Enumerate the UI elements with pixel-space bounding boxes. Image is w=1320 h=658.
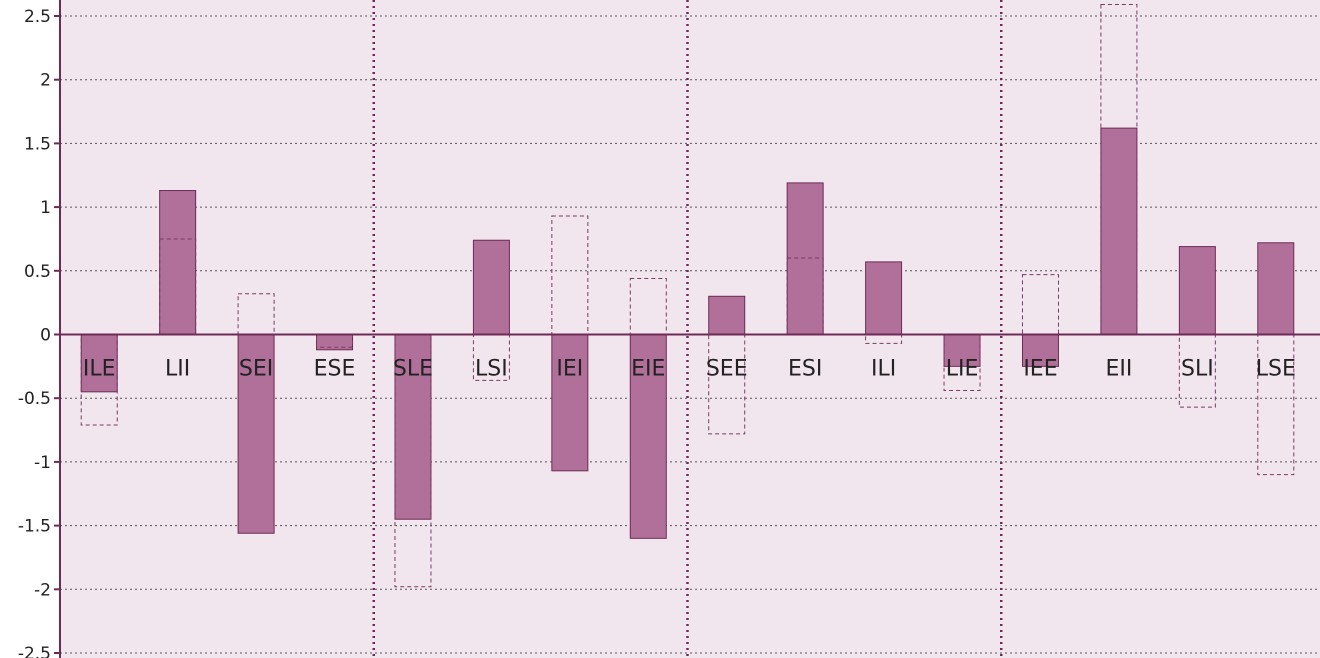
category-label: LIE — [946, 357, 979, 382]
category-label: LII — [165, 357, 190, 382]
y-tick-label: -0.5 — [18, 389, 51, 409]
y-tick-label: 1 — [40, 198, 51, 218]
bar — [1100, 127, 1138, 335]
category-label: SLI — [1181, 357, 1214, 382]
y-tick-label: 2.5 — [24, 7, 51, 27]
category-label: SLE — [393, 357, 433, 382]
y-tick-label: -1 — [34, 453, 51, 473]
bar — [865, 261, 903, 335]
category-label: LSE — [1256, 357, 1296, 382]
group-separators — [372, 0, 1003, 658]
axes — [54, 0, 1320, 658]
outline-bar — [551, 215, 589, 336]
category-label: EIE — [631, 357, 665, 382]
y-tick-label: -2 — [34, 580, 51, 600]
outline-bar — [629, 277, 667, 335]
y-tick-label: 1.5 — [24, 134, 51, 154]
category-label: EII — [1105, 357, 1132, 382]
bars — [80, 127, 1295, 539]
category-labels: ILE LII SEI ESE SLE LSI IEI EIE SEE ESI ILI LIE IEE E… — [83, 357, 1296, 382]
bar — [472, 239, 510, 335]
y-tick-label: 2 — [40, 71, 51, 91]
category-label: ESE — [314, 357, 356, 382]
category-label: SEI — [239, 357, 273, 382]
bar — [551, 334, 589, 472]
bar — [1021, 334, 1059, 367]
bar — [1178, 246, 1216, 335]
bar — [1257, 242, 1295, 335]
y-tick-label: -2.5 — [18, 644, 51, 658]
category-label: LSI — [475, 357, 508, 382]
category-label: SEE — [706, 357, 748, 382]
y-tick-label: -1.5 — [18, 517, 51, 537]
y-tick-label: 0 — [40, 326, 51, 346]
bar — [159, 190, 197, 335]
outline-bar — [1100, 4, 1138, 336]
category-label: ILI — [871, 357, 896, 382]
bar — [237, 334, 275, 534]
bar — [786, 182, 824, 335]
y-tick-label: 0.5 — [24, 262, 51, 282]
category-label: IEI — [556, 357, 583, 382]
category-label: IEE — [1023, 357, 1057, 382]
bar — [708, 295, 746, 335]
category-label: ESI — [788, 357, 822, 382]
outline-bar — [786, 257, 824, 335]
category-label: ILE — [83, 357, 116, 382]
y-tick-labels: 2.5 2 1.5 1 0.5 0 -0.5 -1 -1.5 -2 -2.5 — [18, 7, 51, 658]
